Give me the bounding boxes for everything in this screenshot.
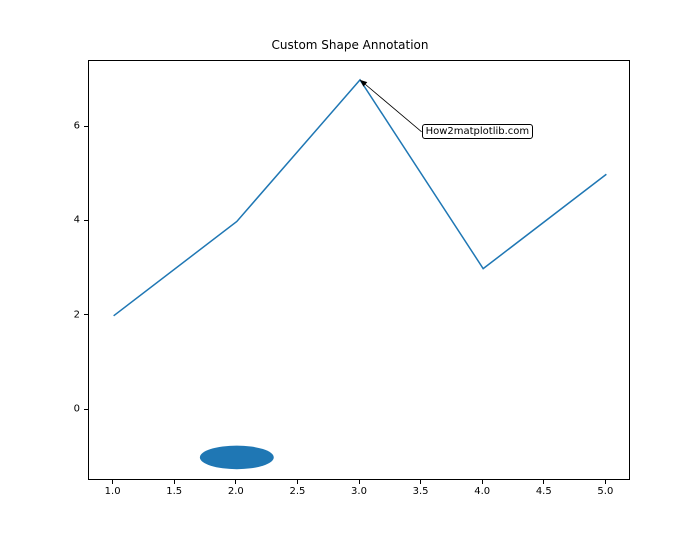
line-series bbox=[114, 80, 607, 316]
x-tick-mark bbox=[235, 480, 236, 484]
x-tick-mark bbox=[420, 480, 421, 484]
x-tick-mark bbox=[543, 480, 544, 484]
x-tick-label: 4.5 bbox=[536, 486, 552, 497]
x-tick-label: 5.0 bbox=[597, 486, 613, 497]
annotation-label: How2matplotlib.com bbox=[422, 124, 534, 139]
x-tick-label: 1.0 bbox=[105, 486, 121, 497]
x-tick-label: 1.5 bbox=[166, 486, 182, 497]
x-tick-label: 3.0 bbox=[351, 486, 367, 497]
y-tick-mark bbox=[84, 220, 88, 221]
x-tick-mark bbox=[605, 480, 606, 484]
y-tick-mark bbox=[84, 409, 88, 410]
ellipse-shape bbox=[200, 446, 274, 470]
chart-title: Custom Shape Annotation bbox=[0, 38, 700, 52]
plot-svg bbox=[89, 61, 631, 481]
x-tick-label: 4.0 bbox=[474, 486, 490, 497]
x-tick-mark bbox=[482, 480, 483, 484]
annotation-arrow-head bbox=[360, 80, 367, 87]
y-tick-mark bbox=[84, 126, 88, 127]
x-tick-mark bbox=[297, 480, 298, 484]
x-tick-label: 2.5 bbox=[289, 486, 305, 497]
figure: Custom Shape Annotation How2matplotlib.c… bbox=[0, 0, 700, 560]
x-tick-label: 3.5 bbox=[413, 486, 429, 497]
y-tick-mark bbox=[84, 314, 88, 315]
axes-area: How2matplotlib.com bbox=[88, 60, 630, 480]
y-tick-label: 2 bbox=[66, 309, 80, 320]
x-tick-label: 2.0 bbox=[228, 486, 244, 497]
x-tick-mark bbox=[112, 480, 113, 484]
annotation-arrow-line bbox=[360, 80, 422, 132]
y-tick-label: 6 bbox=[66, 121, 80, 132]
y-tick-label: 0 bbox=[66, 404, 80, 415]
x-tick-mark bbox=[359, 480, 360, 484]
y-tick-label: 4 bbox=[66, 215, 80, 226]
x-tick-mark bbox=[174, 480, 175, 484]
